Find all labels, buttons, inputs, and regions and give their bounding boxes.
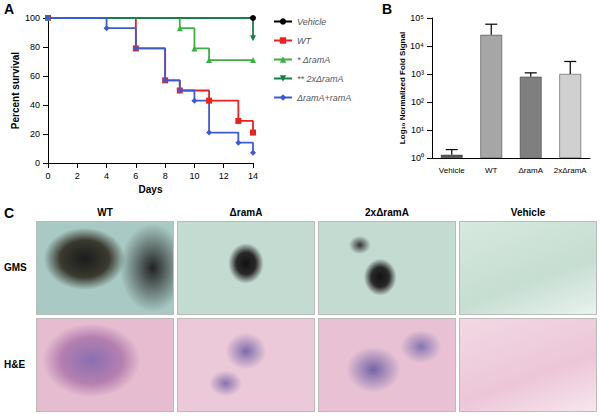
svg-text:* ΔramA: * ΔramA [297, 55, 330, 65]
svg-text:10¹: 10¹ [411, 125, 424, 135]
html-text:Vehicle: Vehicle [510, 207, 546, 218]
svg-text:10⁴: 10⁴ [410, 41, 424, 51]
svg-text:B: B [382, 1, 392, 17]
svg-text:8: 8 [163, 171, 168, 181]
svg-text:10³: 10³ [411, 69, 424, 79]
svg-text:A: A [4, 1, 14, 17]
svg-text:** 2xΔramA: ** 2xΔramA [297, 74, 344, 84]
svg-text:40: 40 [30, 100, 40, 110]
svg-text:2xΔramA: 2xΔramA [554, 166, 588, 175]
svg-text:Days: Days [139, 184, 163, 195]
svg-text:Percent survival: Percent survival [10, 52, 21, 129]
html-text:WT: WT [97, 207, 113, 218]
svg-text:2: 2 [75, 171, 80, 181]
html-text:H&E: H&E [4, 359, 26, 370]
svg-text:12: 12 [219, 171, 229, 181]
svg-text:Vehicle: Vehicle [297, 17, 326, 27]
svg-text:14: 14 [248, 171, 258, 181]
svg-text:20: 20 [30, 129, 40, 139]
svg-text:ΔramA: ΔramA [519, 166, 544, 175]
svg-text:10⁵: 10⁵ [410, 13, 424, 23]
svg-text:60: 60 [30, 71, 40, 81]
svg-text:Log₁₀ Normalized Fold Signal: Log₁₀ Normalized Fold Signal [398, 32, 407, 144]
html-text:ΔramA: ΔramA [229, 207, 263, 218]
svg-text:10: 10 [189, 171, 199, 181]
html-text:C: C [4, 205, 15, 221]
svg-text:10⁰: 10⁰ [411, 153, 424, 163]
svg-text:0: 0 [35, 158, 40, 168]
svg-text:4: 4 [104, 171, 109, 181]
html-text:GMS: GMS [4, 262, 27, 273]
svg-text:WT: WT [485, 166, 498, 175]
svg-text:WT: WT [297, 36, 312, 46]
svg-text:ΔramA+ramA: ΔramA+ramA [296, 93, 351, 103]
svg-text:Vehicle: Vehicle [439, 166, 465, 175]
html-text:2xΔramA: 2xΔramA [365, 207, 409, 218]
svg-text:0: 0 [45, 171, 50, 181]
svg-text:80: 80 [30, 42, 40, 52]
svg-text:6: 6 [133, 171, 138, 181]
svg-text:10²: 10² [411, 97, 424, 107]
svg-text:100: 100 [25, 13, 40, 23]
